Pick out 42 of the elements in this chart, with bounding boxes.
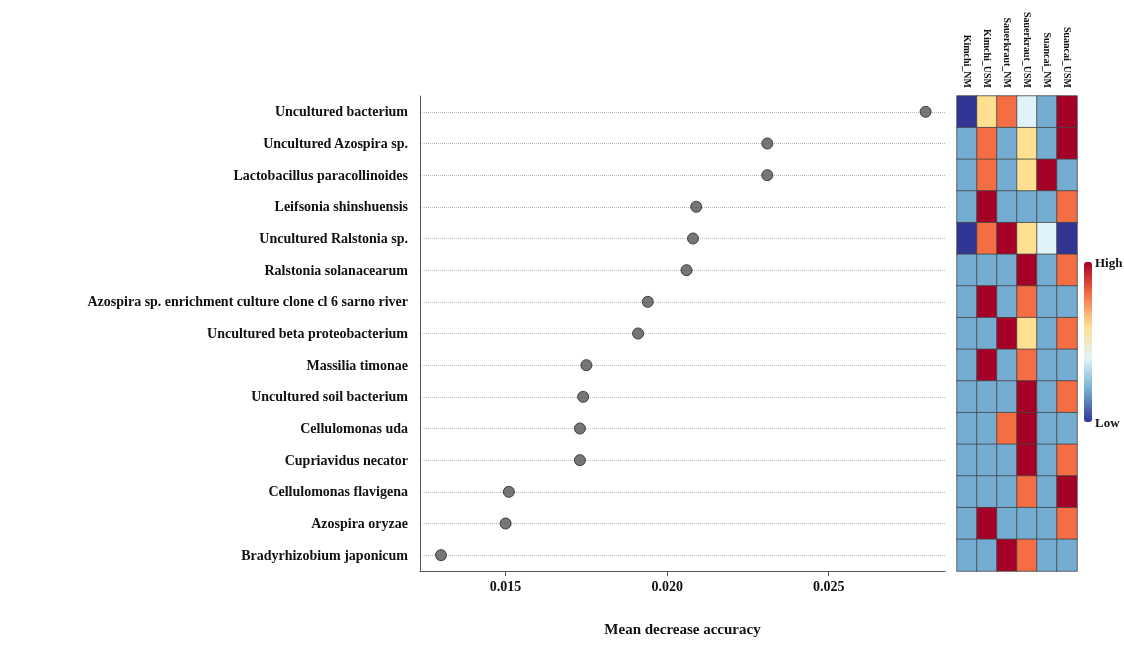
point — [761, 137, 774, 150]
point — [573, 422, 586, 435]
x-tick-label: 0.025 — [812, 578, 845, 594]
point — [687, 232, 699, 245]
x-tick-label: Kimchi_USM — [981, 29, 993, 89]
point — [641, 295, 654, 308]
x-tick-label: 0.015 — [489, 578, 522, 594]
point — [577, 390, 590, 403]
x-tick-label: Suancai_USM — [1061, 26, 1073, 89]
x-tick-label: Suancai_NM — [1041, 32, 1053, 89]
color-bar-label: High — [1095, 254, 1124, 270]
point — [632, 327, 645, 340]
y-tick-label: Uncultured soil bacterium — [251, 389, 409, 405]
point — [919, 105, 932, 118]
x-tick-label: 0.020 — [651, 578, 683, 594]
point — [502, 485, 515, 498]
point — [499, 517, 512, 530]
color-bar-label: Low — [1095, 414, 1121, 430]
y-tick-label: Cellulomonas uda — [300, 421, 408, 436]
y-tick-label: Leifsonia shinshuensis — [274, 199, 409, 215]
x-tick-label: Sauerkraut_USM — [1021, 11, 1033, 89]
y-tick-label: Azospira sp. enrichment culture clone cl 6 sarno river — [87, 294, 408, 310]
y-tick-label: Bradyrhizobium japonicum — [241, 547, 409, 563]
x-tick-label: Kimchi_NM — [961, 34, 973, 89]
point — [573, 454, 586, 467]
point — [435, 549, 447, 562]
y-tick-label: Uncultured beta proteobacterium — [207, 326, 409, 341]
y-tick-label: Cupriavidus necator — [284, 452, 408, 468]
point — [580, 359, 593, 372]
y-tick-label: Lactobacillus paracollinoides — [233, 167, 409, 183]
x-axis-title: Mean decrease accuracy — [604, 620, 762, 637]
y-tick-label: Cellulomonas flavigena — [268, 484, 408, 500]
y-tick-label: Azospira oryzae — [311, 516, 408, 531]
y-tick-label: Massilia timonae — [306, 357, 408, 373]
x-tick-label: Sauerkraut_NM — [1001, 17, 1013, 89]
point — [761, 169, 774, 182]
point — [680, 264, 693, 277]
y-tick-label: Uncultured bacterium — [274, 104, 409, 120]
point — [690, 200, 703, 213]
y-tick-label: Uncultured Ralstonia sp. — [259, 231, 408, 246]
y-tick-label: Uncultured Azospira sp. — [263, 136, 408, 151]
y-tick-label: Ralstonia solanacearum — [264, 262, 409, 278]
